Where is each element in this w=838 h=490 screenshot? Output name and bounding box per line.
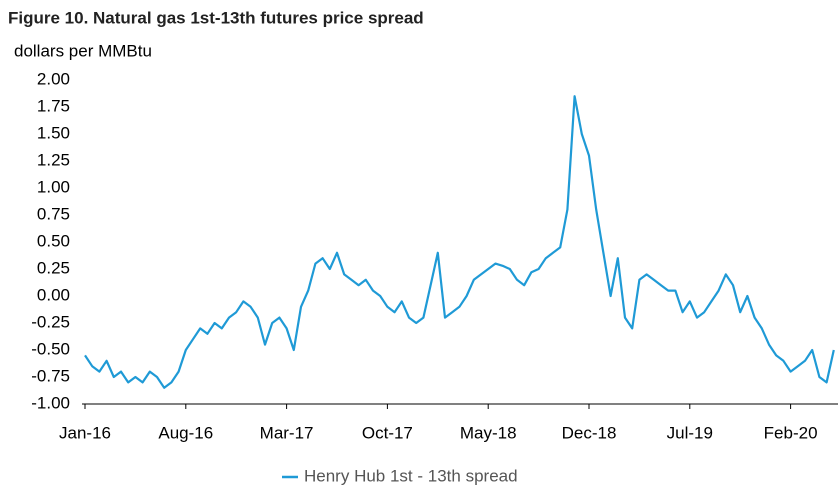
x-tick-label: Jul-19: [667, 423, 713, 442]
y-tick-label: 0.50: [37, 231, 70, 250]
x-tick-label: Feb-20: [764, 423, 818, 442]
y-tick-label: 1.00: [37, 177, 70, 196]
y-tick-label: -0.50: [31, 339, 70, 358]
chart-title: Figure 10. Natural gas 1st-13th futures …: [8, 8, 424, 27]
x-tick-label: Jan-16: [59, 423, 111, 442]
x-tick-label: Dec-18: [562, 423, 617, 442]
y-tick-label: 2.00: [37, 69, 70, 88]
x-tick-label: Mar-17: [260, 423, 314, 442]
y-tick-label: 0.25: [37, 258, 70, 277]
data-line: [84, 95, 835, 389]
y-tick-label: 0.00: [37, 285, 70, 304]
y-tick-label: -0.75: [31, 366, 70, 385]
y-tick-label: 1.25: [37, 150, 70, 169]
x-tick-label: Aug-16: [158, 423, 213, 442]
y-tick-label: 0.75: [37, 204, 70, 223]
y-tick-label: 1.75: [37, 96, 70, 115]
x-tick-label: May-18: [460, 423, 517, 442]
x-tick-label: Oct-17: [362, 423, 413, 442]
y-tick-label: -1.00: [31, 393, 70, 412]
y-tick-label: 1.50: [37, 123, 70, 142]
legend-label: Henry Hub 1st - 13th spread: [304, 466, 518, 485]
y-tick-label: -0.25: [31, 312, 70, 331]
y-axis-label: dollars per MMBtu: [14, 41, 152, 60]
